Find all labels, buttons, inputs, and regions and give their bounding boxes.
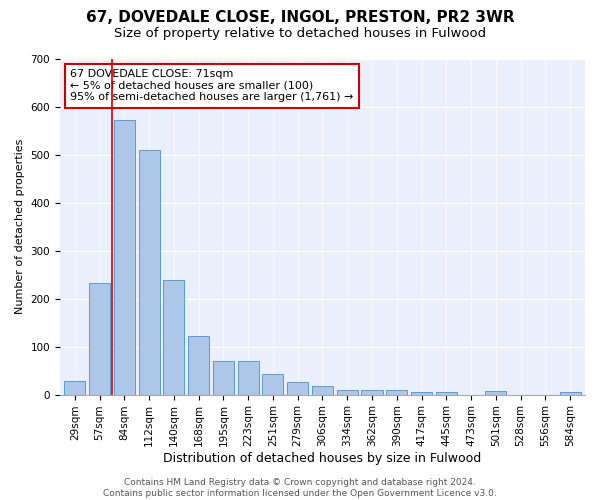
Bar bbox=[163, 280, 184, 394]
Bar bbox=[89, 284, 110, 395]
Text: Size of property relative to detached houses in Fulwood: Size of property relative to detached ho… bbox=[114, 28, 486, 40]
Bar bbox=[411, 392, 432, 394]
Bar bbox=[213, 361, 234, 394]
Bar bbox=[312, 386, 333, 394]
Text: 67 DOVEDALE CLOSE: 71sqm
← 5% of detached houses are smaller (100)
95% of semi-d: 67 DOVEDALE CLOSE: 71sqm ← 5% of detache… bbox=[70, 69, 354, 102]
Bar bbox=[287, 382, 308, 394]
Bar bbox=[139, 150, 160, 394]
Text: 67, DOVEDALE CLOSE, INGOL, PRESTON, PR2 3WR: 67, DOVEDALE CLOSE, INGOL, PRESTON, PR2 … bbox=[86, 10, 514, 25]
Bar bbox=[337, 390, 358, 394]
Bar bbox=[386, 390, 407, 394]
X-axis label: Distribution of detached houses by size in Fulwood: Distribution of detached houses by size … bbox=[163, 452, 482, 465]
Bar bbox=[361, 390, 383, 394]
Y-axis label: Number of detached properties: Number of detached properties bbox=[15, 139, 25, 314]
Bar bbox=[262, 374, 283, 394]
Bar bbox=[238, 361, 259, 394]
Bar bbox=[560, 392, 581, 394]
Bar bbox=[114, 120, 135, 394]
Bar bbox=[64, 381, 85, 394]
Bar bbox=[188, 336, 209, 394]
Text: Contains HM Land Registry data © Crown copyright and database right 2024.
Contai: Contains HM Land Registry data © Crown c… bbox=[103, 478, 497, 498]
Bar bbox=[436, 392, 457, 394]
Bar bbox=[485, 391, 506, 394]
